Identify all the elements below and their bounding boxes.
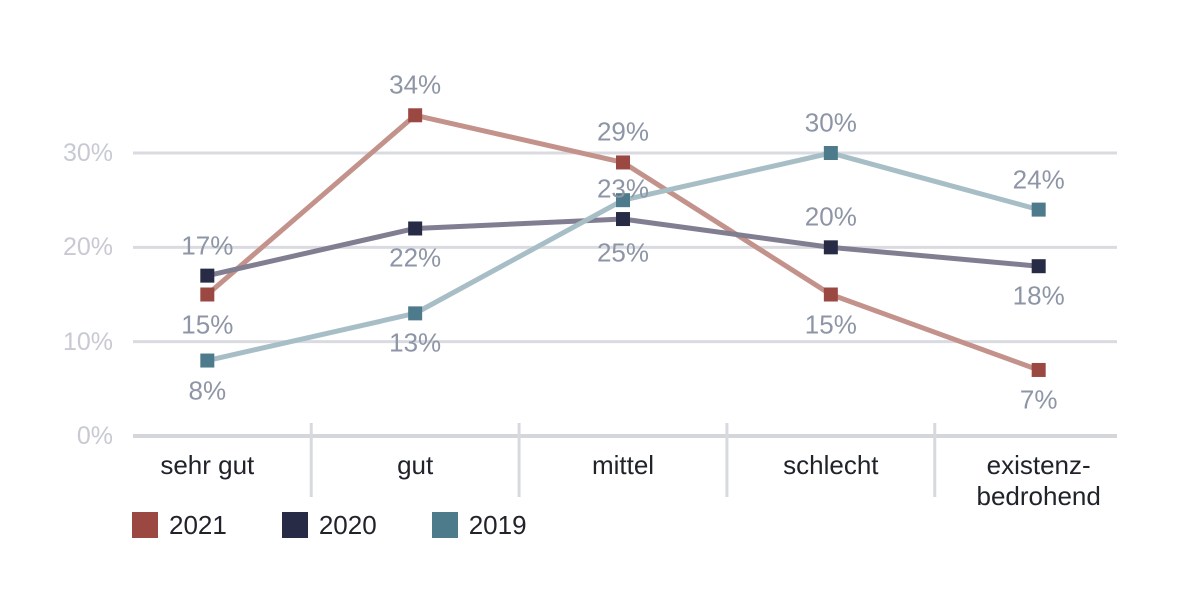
marker-2020 [823,240,838,255]
data-label-2019: 25% [596,237,650,268]
data-label-2020: 22% [389,242,442,273]
marker-2020 [616,212,630,227]
legend-item-2019: 2019 [431,510,527,540]
data-label-2021: 15% [804,309,857,339]
marker-2021 [616,155,630,170]
marker-2020 [200,268,215,283]
marker-2021 [200,287,215,302]
legend-item-2021: 2021 [132,512,227,538]
data-label-2020: 20% [804,201,857,232]
y-axis-tick-label: 30% [62,139,113,167]
data-label-2019: 8% [188,375,227,406]
data-label-2019: 30% [804,107,857,138]
x-axis-category-label: mittel [591,450,655,480]
y-axis-tick-label: 0% [76,422,113,450]
legend: 2021 2020 2019 [132,512,527,538]
data-label-2020: 18% [1012,280,1065,311]
marker-2021 [823,287,838,302]
legend-label: 2020 [318,510,377,540]
marker-2019 [408,306,423,321]
data-label-2020: 23% [596,173,650,204]
marker-2021 [408,108,423,123]
x-axis-category-label: existenz- bedrohend [976,450,1101,511]
data-label-2021: 29% [596,116,650,147]
y-axis-tick-label: 10% [62,327,113,356]
legend-swatch-2019 [431,512,458,538]
legend-label: 2019 [468,510,527,540]
marker-2021 [1031,362,1046,377]
data-label-2021: 15% [181,309,234,339]
x-axis-category-label: gut [397,450,434,480]
marker-2020 [1031,259,1046,274]
marker-2019 [1031,202,1046,217]
marker-2019 [616,193,630,208]
data-label-2020: 17% [181,230,234,261]
legend-swatch-2020 [281,512,308,538]
data-label-2019: 24% [1012,164,1065,195]
data-label-2021: 7% [1019,384,1058,415]
legend-swatch-2021 [132,512,158,538]
data-label-2019: 13% [389,327,442,358]
y-axis-tick-label: 20% [62,233,113,262]
legend-label: 2021 [169,510,227,540]
marker-2020 [408,221,423,236]
marker-2019 [823,146,838,161]
data-label-2021: 34% [389,69,442,100]
legend-item-2020: 2020 [281,510,377,540]
x-axis-category-label: schlecht [783,450,879,480]
x-axis-category-label: sehr gut [160,450,255,480]
marker-2019 [200,353,215,368]
